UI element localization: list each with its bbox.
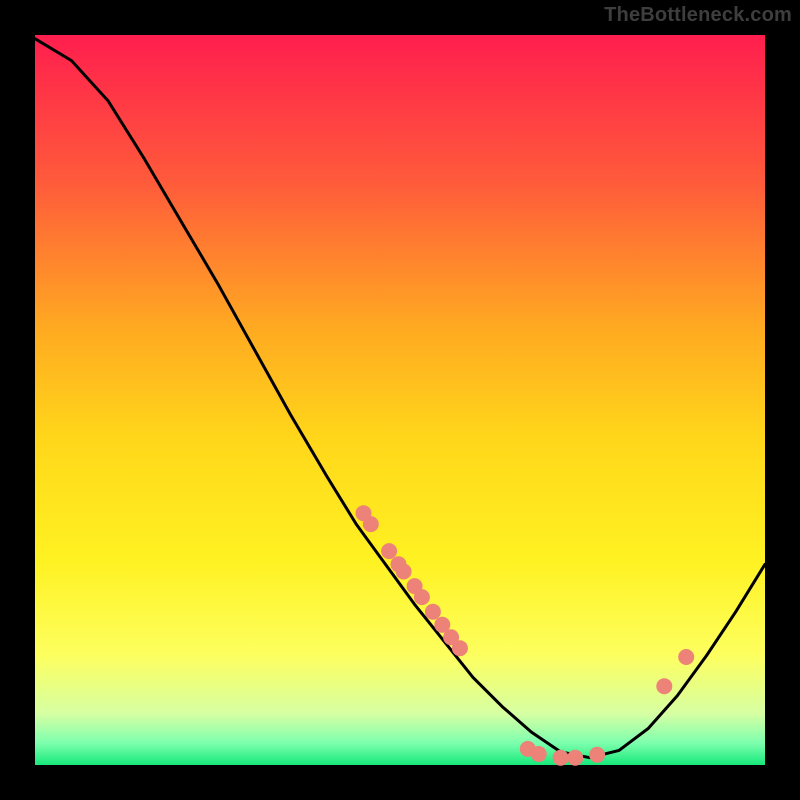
plot-bg: [35, 35, 765, 765]
marker-point: [396, 564, 412, 580]
marker-point: [531, 746, 547, 762]
marker-point: [553, 750, 569, 766]
marker-point: [567, 750, 583, 766]
marker-point: [381, 543, 397, 559]
chart-stage: TheBottleneck.com: [0, 0, 800, 800]
marker-point: [414, 589, 430, 605]
chart-svg: [0, 0, 800, 800]
marker-point: [678, 649, 694, 665]
marker-point: [589, 747, 605, 763]
watermark-text: TheBottleneck.com: [604, 4, 792, 27]
marker-point: [452, 640, 468, 656]
marker-point: [425, 604, 441, 620]
marker-point: [363, 516, 379, 532]
marker-point: [656, 678, 672, 694]
